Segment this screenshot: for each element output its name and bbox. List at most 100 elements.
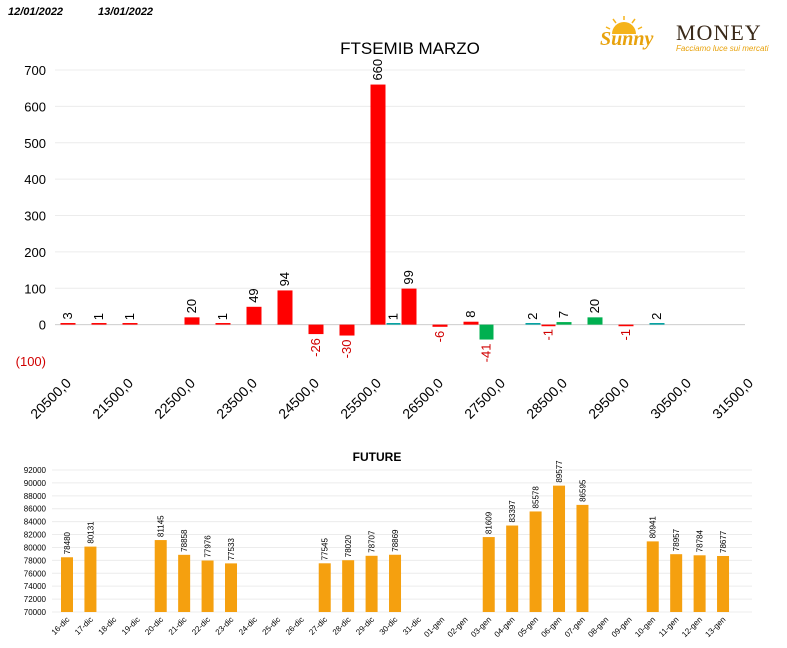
y-tick-label: 74000 (24, 582, 47, 591)
x-tick-label: 13-gen (703, 615, 727, 639)
data-label: 80941 (649, 516, 658, 539)
logo-sunny-text: Sunny (600, 28, 654, 50)
x-tick-label: 31500,0 (709, 375, 756, 422)
x-tick-label: 11-gen (657, 615, 681, 639)
y-tick-label: 400 (24, 172, 46, 187)
bar (432, 324, 448, 327)
data-label: 7 (556, 311, 571, 318)
data-label: 3 (60, 312, 75, 319)
data-label: 85578 (532, 486, 541, 509)
grid-lines (52, 469, 752, 613)
future-chart: FUTURE 92000 90000 88000 86000 84000 82000 800… (24, 450, 752, 639)
data-label: 80131 (86, 521, 95, 544)
grid-lines (55, 69, 745, 326)
y-tick-label: 92000 (24, 466, 47, 475)
logo-tagline: Facciamo luce sui mercati (676, 44, 769, 53)
x-tick-label: 19-dic (120, 615, 142, 637)
x-tick-label: 05-gen (516, 615, 540, 639)
x-tick-label: 06-gen (539, 615, 563, 639)
bar (339, 324, 355, 336)
bar (178, 554, 191, 612)
x-tick-label: 22-dic (190, 615, 212, 637)
data-label: 86595 (578, 479, 587, 502)
chart-title: FUTURE (353, 450, 402, 464)
y-tick-label: 82000 (24, 531, 47, 540)
x-tick-label: 25500,0 (337, 375, 384, 422)
y-tick-label: 86000 (24, 505, 47, 514)
y-tick-label: 100 (24, 281, 46, 296)
y-tick-label: 70000 (24, 608, 47, 617)
data-label: 78707 (368, 530, 377, 553)
data-label: 20 (587, 299, 602, 313)
bar (365, 555, 378, 612)
data-labels: 78480 80131 81145 78858 77976 77533 77545 78020… (63, 460, 728, 561)
x-tick-label: 02-gen (446, 615, 470, 639)
x-tick-label: 28-dic (331, 615, 353, 637)
data-label: 1 (215, 313, 230, 320)
bar (618, 324, 634, 327)
x-axis-labels: 20500,0 21500,0 22500,0 23500,0 24500,0 25500… (27, 375, 756, 422)
data-label: -41 (479, 344, 494, 363)
chart-title: FTSEMIB MARZO (340, 39, 480, 58)
data-label: 78020 (344, 534, 353, 557)
bar (122, 323, 138, 325)
x-tick-label: 20500,0 (27, 375, 74, 422)
x-tick-label: 16-dic (50, 615, 72, 637)
bar (576, 504, 589, 612)
x-tick-label: 04-gen (493, 615, 517, 639)
data-label: -26 (308, 338, 323, 357)
bar (246, 306, 262, 325)
bar (84, 546, 97, 612)
ftsemib-options-chart: FTSEMIB MARZO 700 600 500 400 300 200 100 0 (100… (16, 39, 757, 422)
y-tick-label: 600 (24, 99, 46, 114)
x-tick-label: 18-dic (96, 615, 118, 637)
y-tick-label: 300 (24, 209, 46, 224)
bar (525, 323, 541, 325)
bar (225, 563, 238, 612)
bar (479, 324, 494, 340)
x-tick-label: 27500,0 (461, 375, 508, 422)
x-tick-label: 10-gen (633, 615, 657, 639)
y-tick-label: 90000 (24, 479, 47, 488)
data-label: 78858 (180, 529, 189, 552)
x-tick-label: 08-gen (586, 615, 610, 639)
x-tick-label: 30-dic (378, 615, 400, 637)
data-labels: 3 1 1 20 1 49 94 -26 -30 660 1 99 -6 8 -41 2 -1 7 20 -1 2 (60, 59, 664, 362)
bar (61, 557, 73, 612)
bar (556, 322, 572, 325)
data-label: 83397 (508, 500, 517, 523)
y-tick-label: (100) (16, 354, 46, 369)
sunny-money-logo: Sunny MONEY Facciamo luce sui mercati (600, 16, 780, 58)
bar (386, 323, 401, 325)
bar (370, 84, 386, 325)
x-axis-labels: 16-dic 17-dic 18-dic 19-dic 20-dic 21-dic 22-d… (50, 615, 728, 639)
bar (717, 555, 730, 612)
x-tick-label: 21500,0 (89, 375, 136, 422)
data-label: 1 (386, 313, 401, 320)
y-axis-labels: 92000 90000 88000 86000 84000 82000 80000 78000… (24, 466, 47, 617)
y-tick-label: 500 (24, 136, 46, 151)
data-label: 78677 (719, 530, 728, 553)
data-label: 2 (525, 313, 540, 320)
data-label: 78784 (696, 530, 705, 553)
bar (342, 560, 355, 612)
y-tick-label: 84000 (24, 518, 47, 527)
data-label: -1 (618, 329, 633, 341)
data-label: 94 (277, 272, 292, 286)
x-tick-label: 07-gen (563, 615, 587, 639)
x-tick-label: 03-gen (469, 615, 493, 639)
x-tick-label: 22500,0 (151, 375, 198, 422)
bar (541, 324, 556, 327)
bar (506, 525, 519, 612)
bars (60, 84, 665, 340)
x-tick-label: 09-gen (610, 615, 634, 639)
x-tick-label: 31-dic (401, 615, 423, 637)
x-tick-label: 27-dic (307, 615, 329, 637)
data-label: 81145 (157, 515, 166, 537)
data-label: 77533 (227, 538, 236, 561)
bar (60, 323, 76, 325)
x-tick-label: 23-dic (214, 615, 236, 637)
bar (184, 317, 200, 325)
bar (693, 555, 706, 612)
x-tick-label: 29-dic (354, 615, 376, 637)
